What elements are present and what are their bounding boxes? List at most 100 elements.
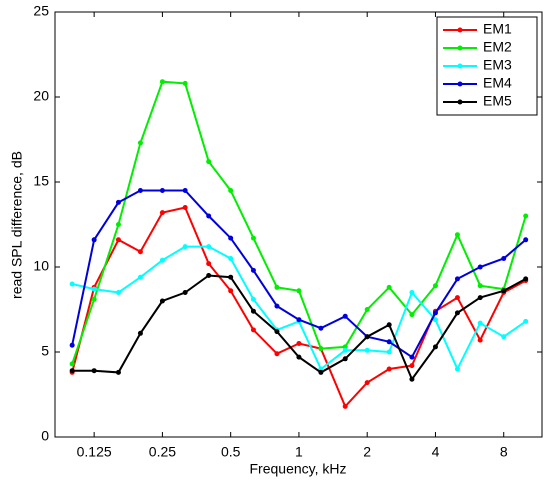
data-point bbox=[69, 368, 75, 374]
data-point bbox=[296, 354, 302, 360]
data-point bbox=[182, 80, 188, 86]
data-point bbox=[250, 296, 256, 302]
data-point bbox=[228, 274, 234, 280]
data-point bbox=[182, 205, 188, 210]
y-tick-label: 10 bbox=[33, 258, 49, 274]
data-point bbox=[69, 281, 75, 287]
data-point bbox=[274, 303, 280, 309]
data-point bbox=[115, 222, 121, 227]
data-point bbox=[137, 188, 143, 193]
x-tick-label: 8 bbox=[500, 444, 508, 460]
data-point bbox=[409, 363, 415, 369]
data-point bbox=[523, 318, 529, 324]
data-point bbox=[386, 284, 392, 290]
legend-marker bbox=[457, 45, 463, 51]
data-point bbox=[159, 79, 165, 85]
data-point bbox=[364, 380, 370, 386]
data-point bbox=[386, 366, 392, 372]
y-tick-label: 5 bbox=[41, 343, 49, 359]
data-point bbox=[274, 329, 280, 335]
data-point bbox=[228, 235, 234, 241]
data-point bbox=[228, 188, 234, 193]
data-point bbox=[296, 341, 302, 346]
data-point bbox=[296, 317, 302, 323]
data-point bbox=[477, 337, 483, 343]
data-point bbox=[318, 346, 324, 352]
y-tick-label: 25 bbox=[33, 3, 49, 19]
legend-marker bbox=[457, 63, 463, 69]
data-point bbox=[409, 312, 415, 318]
data-point bbox=[115, 369, 121, 375]
data-point bbox=[206, 273, 212, 278]
data-point bbox=[523, 237, 529, 243]
data-point bbox=[159, 188, 165, 193]
legend-marker bbox=[457, 27, 463, 33]
legend-label: EM5 bbox=[483, 93, 512, 109]
data-point bbox=[159, 298, 165, 304]
x-tick-label: 2 bbox=[363, 444, 371, 460]
data-point bbox=[477, 320, 483, 326]
x-tick-label: 0.5 bbox=[221, 444, 241, 460]
data-point bbox=[274, 284, 280, 290]
data-point bbox=[454, 366, 460, 372]
data-point bbox=[386, 339, 392, 345]
legend-label: EM2 bbox=[483, 39, 512, 55]
data-point bbox=[432, 310, 438, 316]
data-point bbox=[137, 249, 143, 255]
data-point bbox=[364, 347, 370, 353]
data-point bbox=[182, 244, 188, 250]
data-point bbox=[501, 288, 507, 294]
data-point bbox=[206, 213, 212, 219]
data-point bbox=[318, 369, 324, 375]
data-point bbox=[523, 213, 529, 219]
data-point bbox=[206, 159, 212, 165]
x-tick-label: 0.25 bbox=[149, 444, 176, 460]
data-point bbox=[115, 199, 121, 205]
data-point bbox=[69, 361, 75, 367]
data-point bbox=[409, 376, 415, 382]
data-point bbox=[206, 244, 212, 250]
data-point bbox=[342, 347, 348, 353]
data-point bbox=[454, 232, 460, 238]
data-point bbox=[206, 261, 212, 267]
x-tick-label: 0.125 bbox=[77, 444, 112, 460]
data-point bbox=[501, 256, 507, 261]
legend-marker bbox=[457, 81, 463, 87]
data-point bbox=[274, 351, 280, 357]
data-point bbox=[454, 276, 460, 282]
data-point bbox=[182, 290, 188, 295]
data-point bbox=[523, 276, 529, 282]
data-point bbox=[137, 140, 143, 146]
data-point bbox=[228, 256, 234, 261]
legend-label: EM3 bbox=[483, 57, 512, 73]
data-point bbox=[228, 288, 234, 294]
data-point bbox=[364, 334, 370, 340]
data-point bbox=[454, 295, 460, 301]
data-point bbox=[342, 403, 348, 409]
data-point bbox=[432, 317, 438, 323]
data-point bbox=[386, 349, 392, 355]
data-point bbox=[342, 313, 348, 319]
data-point bbox=[250, 308, 256, 314]
y-axis-label: read SPL difference, dB bbox=[9, 151, 25, 299]
data-point bbox=[432, 283, 438, 289]
data-point bbox=[409, 290, 415, 295]
y-tick-label: 20 bbox=[33, 88, 49, 104]
data-point bbox=[182, 188, 188, 193]
data-point bbox=[432, 344, 438, 350]
data-point bbox=[296, 288, 302, 294]
data-point bbox=[318, 325, 324, 331]
x-tick-label: 4 bbox=[432, 444, 440, 460]
data-point bbox=[137, 274, 143, 280]
y-tick-label: 0 bbox=[41, 428, 49, 444]
x-axis-label: Frequency, kHz bbox=[250, 461, 347, 477]
data-point bbox=[91, 296, 97, 302]
legend-label: EM4 bbox=[483, 75, 512, 91]
data-point bbox=[501, 334, 507, 340]
data-point bbox=[477, 283, 483, 289]
data-point bbox=[477, 295, 483, 301]
data-point bbox=[137, 330, 143, 336]
data-point bbox=[364, 307, 370, 312]
data-point bbox=[91, 237, 97, 243]
